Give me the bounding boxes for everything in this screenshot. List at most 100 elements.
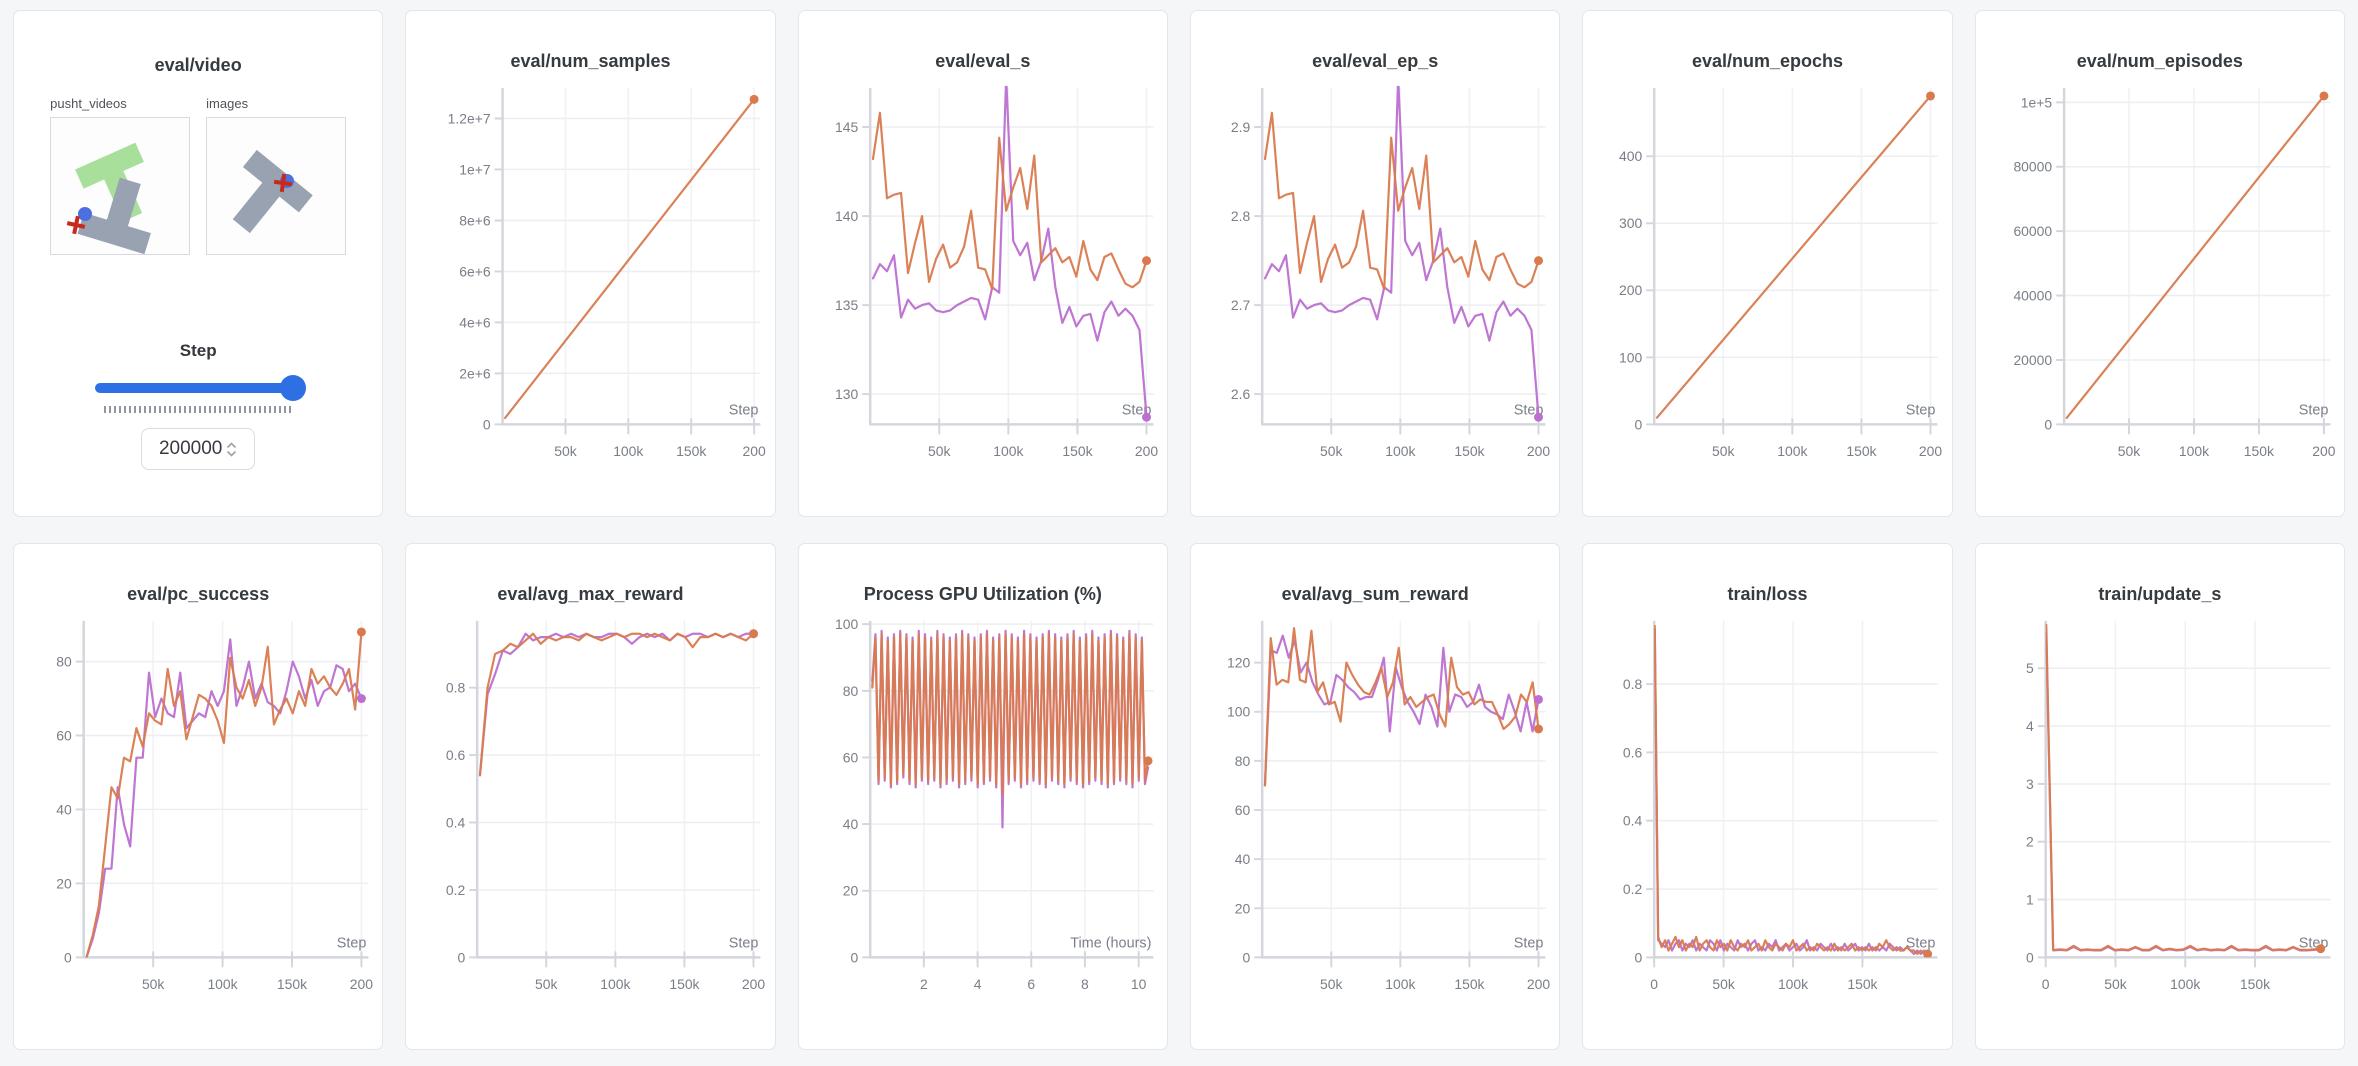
svg-text:0.6: 0.6 <box>1623 744 1643 760</box>
step-slider[interactable] <box>95 375 306 403</box>
svg-text:0.4: 0.4 <box>1623 813 1643 829</box>
stepper-up-icon[interactable] <box>226 441 237 449</box>
media-key-label: images <box>206 96 249 111</box>
svg-text:100k: 100k <box>614 443 644 459</box>
svg-text:60000: 60000 <box>2013 223 2052 239</box>
svg-text:100k: 100k <box>1778 443 1808 459</box>
svg-text:3: 3 <box>2026 776 2034 792</box>
svg-text:40: 40 <box>56 801 72 817</box>
media-key-label: pusht_videos <box>50 96 127 111</box>
svg-text:Step: Step <box>1514 935 1544 951</box>
svg-text:Step: Step <box>1906 935 1936 951</box>
chart-panel-eval-avg-sum-reward[interactable]: eval/avg_sum_reward 50k 100k 150k 200 0 20 40 6… <box>1190 543 1561 1050</box>
chart-panel-eval-num-samples[interactable]: eval/num_samples 50k 100k 150k 200 0 2e+6 4e+6… <box>405 10 776 517</box>
svg-text:150k: 150k <box>676 443 706 459</box>
chart-panel-eval-eval-ep-s[interactable]: eval/eval_ep_s 50k 100k 150k 200 2.6 2.7 2.8 2.… <box>1190 10 1561 517</box>
svg-text:1: 1 <box>2026 892 2034 908</box>
gray-t-shape-icon <box>77 177 152 255</box>
chart-title: eval/avg_max_reward <box>497 584 684 604</box>
svg-text:0: 0 <box>850 949 858 965</box>
goal-cross-icon <box>66 215 86 235</box>
chart-panel-eval-pc-success[interactable]: eval/pc_success 50k 100k 150k 200 0 20 40 60 80 S… <box>13 543 384 1050</box>
step-slider-ruler <box>104 406 293 413</box>
chart-panel-eval-num-episodes[interactable]: eval/num_episodes 50k 100k 150k 200 0 20000 40… <box>1974 10 2345 517</box>
chart-panel-eval-eval-s[interactable]: eval/eval_s 50k 100k 150k 200 130 135 140 145 St… <box>797 10 1168 517</box>
svg-text:50k: 50k <box>2104 976 2126 992</box>
svg-text:50k: 50k <box>2117 443 2139 459</box>
svg-text:40: 40 <box>842 816 858 832</box>
chart-canvas: 50k 100k 150k 200 0 20 40 60 80 Step <box>56 620 373 992</box>
pusht-videos-thumbnail[interactable] <box>50 117 191 255</box>
svg-text:400: 400 <box>1619 148 1642 164</box>
svg-text:100: 100 <box>1619 349 1642 365</box>
eval-video-panel[interactable]: eval/video pusht_videos <box>13 10 384 517</box>
step-slider-track[interactable] <box>95 383 302 393</box>
svg-text:Step: Step <box>337 935 367 951</box>
svg-text:0: 0 <box>1242 949 1250 965</box>
svg-text:200: 200 <box>1527 443 1550 459</box>
step-slider-label: Step <box>179 341 217 360</box>
svg-text:100k: 100k <box>1385 976 1415 992</box>
svg-text:150k: 150k <box>670 976 700 992</box>
svg-text:200: 200 <box>1527 976 1550 992</box>
svg-text:0.8: 0.8 <box>1623 676 1643 692</box>
svg-text:8e+6: 8e+6 <box>460 212 492 228</box>
svg-text:0.6: 0.6 <box>446 747 466 763</box>
svg-text:1e+7: 1e+7 <box>460 161 492 177</box>
svg-text:2.9: 2.9 <box>1231 119 1251 135</box>
video-panel-title: eval/video <box>154 55 242 75</box>
svg-text:Step: Step <box>729 935 759 951</box>
svg-text:200: 200 <box>2312 443 2335 459</box>
svg-text:4: 4 <box>2026 718 2034 734</box>
chart-title: eval/num_samples <box>510 51 671 71</box>
step-input[interactable]: 200000 <box>141 428 256 470</box>
svg-text:2.6: 2.6 <box>1231 386 1251 402</box>
svg-text:60: 60 <box>842 749 858 765</box>
svg-text:Step: Step <box>2298 402 2328 418</box>
svg-text:1.2e+7: 1.2e+7 <box>448 110 491 126</box>
chart-canvas: 50k 100k 150k 200 0 100 200 300 400 Step <box>1619 87 1943 459</box>
svg-text:100: 100 <box>835 618 858 632</box>
media-row: pusht_videos <box>50 96 347 255</box>
chart-panel-train-update-s[interactable]: train/update_s 0 50k 100k 150k 0 1 2 3 4 5 Step <box>1974 543 2345 1050</box>
svg-text:50k: 50k <box>1320 443 1342 459</box>
svg-text:50k: 50k <box>1320 976 1342 992</box>
chart-title: eval/num_epochs <box>1691 51 1844 71</box>
svg-text:100k: 100k <box>1778 976 1808 992</box>
svg-text:0: 0 <box>2026 949 2034 965</box>
svg-text:135: 135 <box>835 297 858 313</box>
svg-text:50k: 50k <box>142 976 164 992</box>
chart-panel-eval-num-epochs[interactable]: eval/num_epochs 50k 100k 150k 200 0 100 200 300… <box>1582 10 1953 517</box>
svg-text:Step: Step <box>729 402 759 418</box>
svg-text:Step: Step <box>1906 402 1936 418</box>
svg-text:150k: 150k <box>2240 976 2270 992</box>
svg-text:100k: 100k <box>207 976 237 992</box>
chart-panel-process-gpu-utilization[interactable]: Process GPU Utilization (%) 2 4 6 8 10 0 20 40 6… <box>797 543 1168 1050</box>
svg-text:80: 80 <box>842 683 858 699</box>
svg-text:120: 120 <box>1227 655 1250 671</box>
svg-text:6: 6 <box>1027 976 1035 992</box>
svg-text:300: 300 <box>1619 215 1642 231</box>
svg-text:100k: 100k <box>2170 976 2200 992</box>
svg-text:20: 20 <box>1235 900 1251 916</box>
svg-text:50k: 50k <box>535 976 557 992</box>
chart-title: train/update_s <box>2098 584 2222 604</box>
images-thumbnail[interactable] <box>206 117 347 255</box>
svg-text:130: 130 <box>835 386 858 402</box>
svg-text:40000: 40000 <box>2013 288 2052 304</box>
svg-text:2e+6: 2e+6 <box>460 365 492 381</box>
svg-text:50k: 50k <box>928 443 950 459</box>
svg-text:5: 5 <box>2026 660 2034 676</box>
stepper-down-icon[interactable] <box>226 450 237 457</box>
svg-text:2.8: 2.8 <box>1231 208 1251 224</box>
svg-text:20: 20 <box>56 875 72 891</box>
step-slider-thumb[interactable] <box>279 375 306 401</box>
chart-canvas: 50k 100k 150k 200 0 2e+6 4e+6 6e+6 8e+6 1e+7 1.2e+… <box>448 87 766 459</box>
svg-text:150k: 150k <box>2243 443 2273 459</box>
chart-panel-eval-avg-max-reward[interactable]: eval/avg_max_reward 50k 100k 150k 200 0 0.2 0.… <box>405 543 776 1050</box>
svg-text:60: 60 <box>56 727 72 743</box>
chart-canvas: 50k 100k 150k 200 0 20000 40000 60000 80000 1e+5 S… <box>2013 87 2335 459</box>
chart-panel-train-loss[interactable]: train/loss 0 50k 100k 150k 0 0.2 0.4 0.6 0.8 Step <box>1582 543 1953 1050</box>
